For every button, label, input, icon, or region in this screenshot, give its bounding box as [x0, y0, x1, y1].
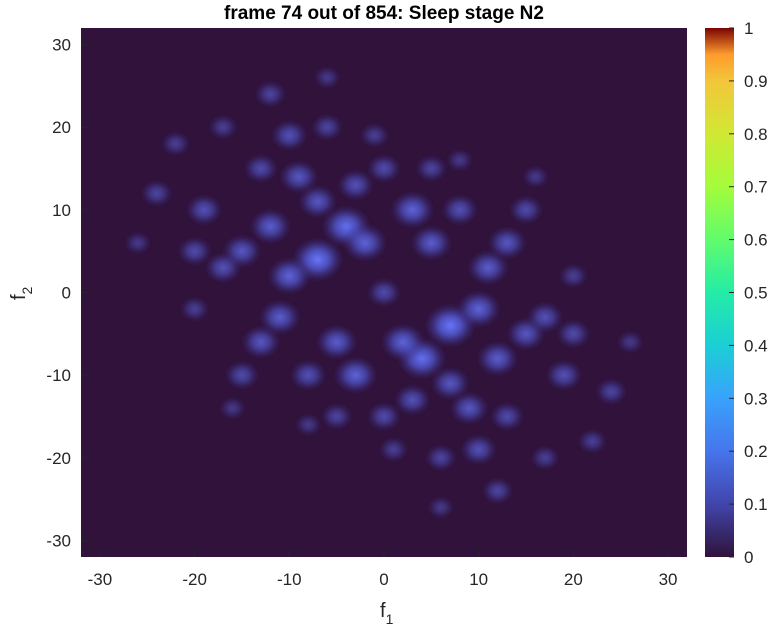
heatmap-blob — [297, 184, 338, 219]
heatmap-blob — [467, 249, 510, 286]
heatmap-blob — [378, 436, 409, 463]
heatmap-blob — [333, 356, 378, 395]
heatmap-blob — [366, 401, 402, 432]
colorbar-tick-label: 0.1 — [744, 495, 768, 514]
heatmap-blob — [218, 396, 247, 420]
colorbar-tick-label: 0.7 — [744, 178, 768, 197]
colorbar-tick-label: 0 — [744, 548, 753, 567]
heatmap-blob — [204, 251, 242, 284]
y-tick-label: -10 — [46, 366, 71, 385]
x-axis-ticks: -30 -20 -10 0 10 20 30 — [88, 551, 678, 589]
heatmap-blob — [270, 119, 308, 152]
colorbar-tick-label: 0.9 — [744, 72, 768, 91]
colorbar-tick-label: 0.5 — [744, 284, 768, 303]
heatmap-blob — [430, 366, 471, 401]
heatmap-blob — [258, 299, 301, 336]
heatmap-blob — [342, 223, 388, 262]
x-tick-label: 10 — [469, 570, 488, 589]
heatmap-blob — [249, 208, 292, 245]
heatmap-blob — [481, 477, 514, 505]
y-axis-ticks: 30 20 10 0 -10 -20 -30 — [46, 36, 87, 550]
y-tick-label: 10 — [52, 201, 71, 220]
heatmap-blob — [393, 384, 432, 416]
heatmap-blob — [616, 330, 644, 354]
heatmap-blob — [224, 360, 260, 390]
heatmap-blob — [427, 495, 455, 520]
heatmap-blob — [526, 301, 564, 334]
heatmap-blob — [460, 433, 498, 466]
y-tick-label: -30 — [46, 531, 71, 550]
heatmap-blob — [294, 413, 322, 437]
colorbar-tick-label: 0.2 — [744, 442, 768, 461]
heatmap-blob — [185, 194, 223, 226]
heatmap-blob — [140, 179, 173, 208]
heatmap-blob — [545, 359, 583, 391]
heatmap-blob — [530, 445, 560, 471]
colorbar-tick-label: 0.8 — [744, 125, 768, 144]
heatmap-blob — [521, 165, 550, 189]
heatmap-blob — [241, 325, 281, 359]
x-tick-label: 20 — [564, 570, 583, 589]
heatmap-blob — [555, 319, 591, 349]
x-tick-label: -20 — [182, 570, 207, 589]
heatmap-blob — [313, 65, 341, 90]
colorbar-tick-label: 0.3 — [744, 389, 768, 408]
y-tick-label: 0 — [62, 284, 71, 303]
heatmap-blob — [179, 296, 210, 322]
heatmap-blob — [311, 113, 344, 141]
heatmap-blob-layer — [124, 65, 644, 520]
x-tick-label: -10 — [277, 570, 302, 589]
heatmap-blob — [456, 290, 501, 328]
heatmap-blob — [415, 154, 448, 183]
heatmap-blob — [441, 194, 479, 226]
y-tick-label: 30 — [52, 36, 71, 55]
colorbar-tick-label: 0.4 — [744, 336, 768, 355]
heatmap-blob — [489, 401, 525, 432]
heatmap-blob — [254, 80, 287, 108]
y-axis-label: f2 — [8, 286, 35, 300]
colorbar-tick-label: 0.6 — [744, 231, 768, 250]
heatmap-blob — [558, 263, 589, 289]
heatmap-blob — [267, 257, 312, 295]
heatmap-blob — [390, 190, 435, 229]
heatmap-blob — [508, 195, 544, 225]
heatmap-blob — [124, 231, 152, 255]
x-tick-label: 0 — [379, 570, 388, 589]
heatmap-blob — [243, 153, 279, 184]
y-tick-label: 20 — [52, 118, 71, 137]
heatmap-blob — [208, 114, 238, 140]
heatmap-blob — [359, 122, 390, 149]
heatmap-blob — [410, 224, 453, 261]
heatmap-blob — [160, 131, 191, 157]
heatmap-blob — [487, 226, 527, 260]
heatmap-blob — [366, 277, 402, 308]
heatmap-blob — [449, 391, 490, 426]
x-tick-label: 30 — [659, 570, 678, 589]
heatmap-blob — [380, 323, 426, 362]
heatmap-blob — [320, 402, 353, 431]
y-tick-label: -20 — [46, 449, 71, 468]
heatmap-blob — [476, 340, 519, 377]
heatmap-blob — [177, 236, 213, 266]
heatmap-blob — [577, 428, 608, 454]
heatmap-blob — [278, 159, 319, 194]
heatmap-blob — [446, 148, 474, 172]
colorbar-tick-label: 1 — [744, 19, 753, 38]
heatmap-blob — [289, 359, 327, 391]
chart-title: frame 74 out of 854: Sleep stage N2 — [224, 3, 544, 24]
colorbar-ticks: 0 0.1 0.2 0.3 0.4 0.5 0.6 0.7 0.8 0.9 1 — [729, 19, 768, 567]
heatmap-blob — [424, 444, 457, 472]
x-tick-label: -30 — [88, 570, 113, 589]
heatmap-blob — [336, 169, 375, 201]
heatmap-blob — [595, 377, 628, 406]
x-axis-label: f1 — [380, 600, 394, 627]
heatmap-blob — [315, 324, 358, 361]
heatmap-blob — [366, 153, 402, 184]
